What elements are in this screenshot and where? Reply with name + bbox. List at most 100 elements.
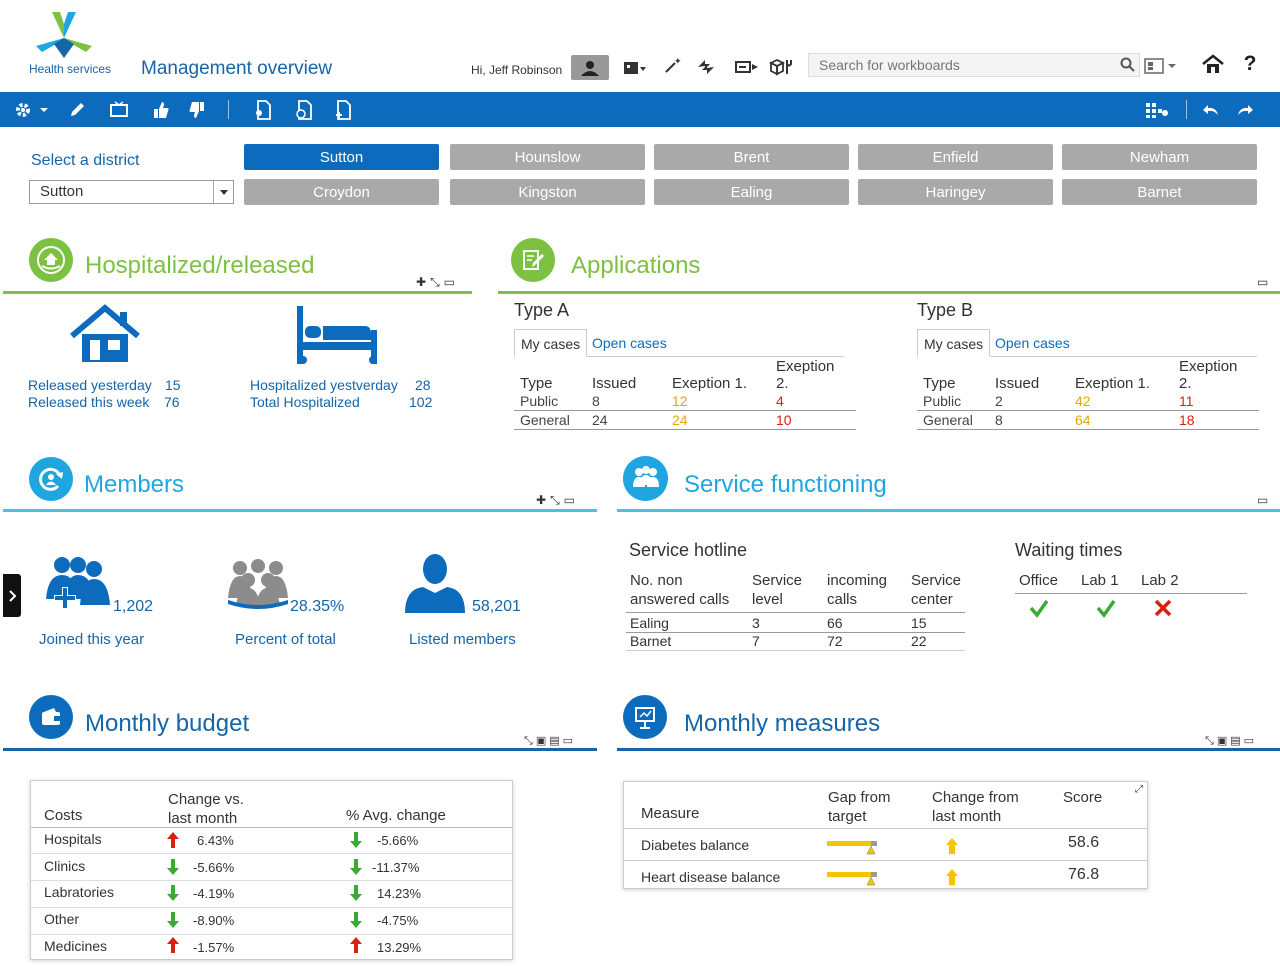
settings-gear-icon[interactable] [13, 100, 51, 120]
maximize-icon[interactable]: ▭ [1257, 493, 1273, 507]
home-icon[interactable] [1200, 52, 1226, 76]
cell: General [917, 410, 989, 430]
section-divider [498, 291, 1280, 294]
percent-label: Percent of total [235, 631, 336, 648]
presentation-icon[interactable] [108, 100, 130, 120]
edit-pencil-icon[interactable] [66, 100, 88, 120]
expand-icon[interactable]: ⤢ [1135, 784, 1143, 795]
page-add-icon[interactable] [332, 100, 354, 120]
expand-icon[interactable]: ⤡ [550, 493, 564, 507]
maximize-icon[interactable]: ▭ [1243, 735, 1258, 747]
thumbs-down-icon[interactable] [186, 100, 208, 120]
add-icon[interactable]: ✚ [416, 275, 431, 289]
hospital-bed-icon [297, 306, 377, 364]
district-button-enfield[interactable]: Enfield [858, 144, 1053, 170]
header-line: center [911, 591, 953, 608]
main-toolbar [0, 92, 1280, 127]
cell: 15 [911, 615, 927, 631]
column-header: Costs [44, 807, 83, 824]
cell: 76.8 [1068, 866, 1100, 883]
arrow-down-icon [350, 885, 362, 901]
column-header: Measure [641, 805, 700, 822]
district-button-sutton[interactable]: Sutton [244, 144, 439, 170]
table-icon[interactable]: ▤ [1230, 735, 1244, 747]
save-icon[interactable]: ▣ [535, 735, 550, 747]
hotline-title: Service hotline [629, 540, 748, 560]
tab-my-cases[interactable]: My cases [917, 329, 991, 357]
arrow-down-icon [350, 832, 362, 848]
header-line: No. non [630, 572, 683, 589]
view-selector-icon[interactable] [1142, 55, 1178, 77]
thumbs-up-icon[interactable] [150, 100, 172, 120]
save-icon[interactable]: ▣ [1216, 735, 1231, 747]
page-history-icon[interactable] [293, 100, 315, 120]
maximize-icon[interactable]: ▭ [1257, 275, 1273, 289]
cell: -4.19% [193, 886, 235, 901]
gap-bullet-bar [827, 872, 877, 886]
redo-icon[interactable] [1234, 100, 1256, 120]
user-avatar-icon[interactable] [571, 55, 609, 80]
wallet-icon [29, 695, 73, 739]
expand-icon[interactable]: ⤡ [1205, 735, 1217, 747]
table-icon[interactable]: ▤ [549, 735, 563, 747]
chevron-down-icon [213, 181, 233, 203]
magic-wand-icon[interactable]: ✦ [660, 55, 684, 77]
arrow-up-icon [946, 838, 958, 854]
row-divider [626, 650, 965, 651]
district-button-haringey[interactable]: Haringey [858, 179, 1053, 205]
arrow-up-icon [167, 832, 179, 848]
header-line: Service [911, 572, 962, 589]
hospital-care-icon [29, 238, 73, 282]
listed-value: 58,201 [472, 598, 521, 615]
section-divider [617, 509, 1280, 512]
tools-icon[interactable] [768, 56, 796, 78]
type-a-title: Type A [514, 300, 570, 320]
page-user-icon[interactable] [252, 100, 274, 120]
hospitalized-tools: ✚⤡▭ [416, 275, 459, 290]
row-divider [626, 612, 965, 613]
header-line: incoming [827, 572, 888, 589]
sync-icon[interactable] [694, 56, 718, 78]
district-button-croydon[interactable]: Croydon [244, 179, 439, 205]
cell: -8.90% [193, 913, 235, 928]
district-button-ealing[interactable]: Ealing [654, 179, 849, 205]
cell: 64 [1069, 410, 1173, 430]
app-header: Health services Management overview Hi, … [0, 0, 1280, 92]
district-button-barnet[interactable]: Barnet [1062, 179, 1257, 205]
row-divider [31, 934, 512, 935]
maximize-icon[interactable]: ▭ [443, 275, 460, 289]
tab-open-cases[interactable]: Open cases [995, 335, 1070, 351]
undo-icon[interactable] [1200, 100, 1222, 120]
tag-icon[interactable] [733, 56, 759, 78]
type-b-title: Type B [917, 300, 974, 320]
header-line: Change vs. [168, 791, 244, 808]
search-box [808, 53, 1140, 77]
search-icon[interactable] [1120, 57, 1136, 73]
help-icon[interactable]: ? [1243, 52, 1257, 75]
maximize-icon[interactable]: ▭ [562, 735, 577, 747]
service-section-title: Service functioning [684, 471, 887, 498]
side-panel-toggle[interactable] [3, 574, 21, 617]
section-divider [3, 509, 597, 512]
district-button-hounslow[interactable]: Hounslow [450, 144, 645, 170]
released-yesterday-value: 15 [165, 377, 181, 393]
type-b-tabs: My cases Open cases [917, 329, 1257, 357]
expand-icon[interactable]: ⤡ [430, 275, 444, 289]
workboard-menu-icon[interactable] [620, 56, 648, 78]
expand-icon[interactable]: ⤡ [524, 735, 536, 747]
search-input[interactable] [809, 54, 1109, 76]
add-icon[interactable]: ✚ [536, 493, 551, 507]
released-week-value: 76 [164, 394, 180, 410]
tab-my-cases[interactable]: My cases [514, 329, 588, 357]
apps-grid-icon[interactable] [1143, 100, 1171, 120]
district-dropdown[interactable]: Sutton [29, 180, 234, 204]
district-button-kingston[interactable]: Kingston [450, 179, 645, 205]
header-line: calls [827, 591, 858, 608]
district-button-newham[interactable]: Newham [1062, 144, 1257, 170]
group-members-icon [228, 559, 288, 609]
district-button-brent[interactable]: Brent [654, 144, 849, 170]
applications-tools: ▭ [1257, 275, 1272, 289]
tab-open-cases[interactable]: Open cases [592, 335, 667, 351]
maximize-icon[interactable]: ▭ [563, 493, 580, 507]
cell: Heart disease balance [641, 869, 781, 885]
